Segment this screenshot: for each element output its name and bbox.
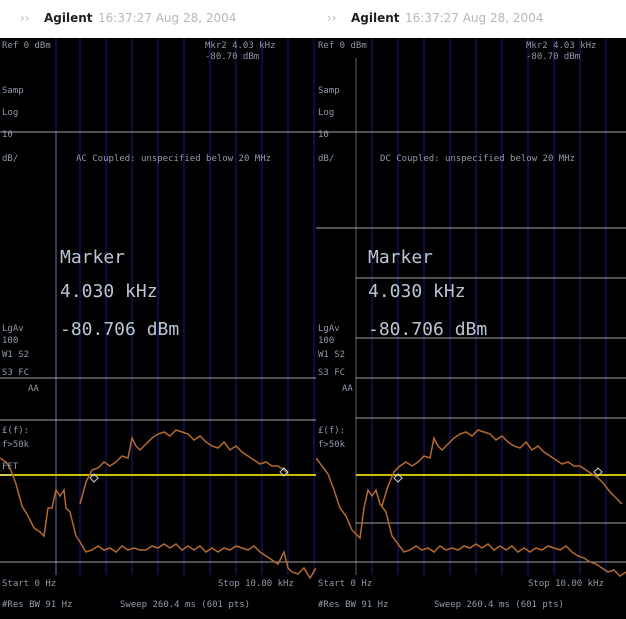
left-timestamp: 16:37:27 Aug 28, 2004 (98, 11, 236, 25)
right-side-lgav: LgAv (318, 324, 340, 334)
left-start-freq: Start 0 Hz (2, 579, 56, 589)
left-ref-level: Ref 0 dBm (2, 41, 51, 51)
right-side-f50k: f>50k (318, 440, 345, 450)
left-side-samp: Samp (2, 86, 24, 96)
left-marker-frequency: 4.030 kHz (60, 282, 158, 302)
right-side-10: 10 (318, 130, 329, 140)
left-mkr-freq: Mkr2 4.03 kHz (205, 41, 275, 51)
right-side-w1s2: W1 S2 (318, 350, 345, 360)
right-title-bar: ›› Agilent 16:37:27 Aug 28, 2004 (313, 0, 626, 38)
left-side-aa: AA (28, 384, 39, 394)
left-side-db: dB/ (2, 154, 18, 164)
left-coupling-note: AC Coupled: unspecified below 20 MHz (76, 154, 271, 164)
right-side-db: dB/ (318, 154, 334, 164)
right-side-100: 100 (318, 336, 334, 346)
left-side-10: 10 (2, 130, 13, 140)
left-brand-label: Agilent (44, 11, 93, 25)
left-side-100: 100 (2, 336, 18, 346)
left-marker-title: Marker (60, 248, 125, 268)
left-analyzer-screen: Ref 0 dBm Mkr2 4.03 kHz -80.70 dBm Samp … (0, 38, 316, 619)
left-side-log: Log (2, 108, 18, 118)
right-side-aa: AA (342, 384, 353, 394)
right-side-samp: Samp (318, 86, 340, 96)
left-side-lgav: LgAv (2, 324, 24, 334)
right-marker-amplitude: -80.706 dBm (368, 320, 487, 340)
right-side-log: Log (318, 108, 334, 118)
right-marker-title: Marker (368, 248, 433, 268)
left-arrow-icon: ›› (20, 11, 30, 25)
left-marker-amplitude: -80.706 dBm (60, 320, 179, 340)
right-coupling-note: DC Coupled: unspecified below 20 MHz (380, 154, 575, 164)
right-mkr-freq: Mkr2 4.03 kHz (526, 41, 596, 51)
right-arrow-icon: ›› (327, 11, 337, 25)
right-side-ff: £(f): (318, 426, 345, 436)
left-side-ff: £(f): (2, 426, 29, 436)
right-analyzer-screen: Ref 0 dBm Mkr2 4.03 kHz -80.70 dBm Samp … (316, 38, 626, 619)
left-res-bw: #Res BW 91 Hz (2, 600, 72, 610)
right-brand-label: Agilent (351, 11, 400, 25)
right-side-s3fc: S3 FC (318, 368, 345, 378)
right-stop-freq: Stop 10.00 kHz (528, 579, 604, 589)
right-mkr-ampl: -80.70 dBm (526, 52, 580, 62)
left-side-s3fc: S3 FC (2, 368, 29, 378)
right-marker-frequency: 4.030 kHz (368, 282, 466, 302)
left-side-w1s2: W1 S2 (2, 350, 29, 360)
left-title-bar: ›› Agilent 16:37:27 Aug 28, 2004 (0, 0, 313, 38)
left-sweep: Sweep 260.4 ms (601 pts) (120, 600, 250, 610)
left-side-fft: FFT (2, 462, 18, 472)
right-ref-level: Ref 0 dBm (318, 41, 367, 51)
left-side-f50k: f>50k (2, 440, 29, 450)
right-sweep: Sweep 260.4 ms (601 pts) (434, 600, 564, 610)
right-res-bw: #Res BW 91 Hz (318, 600, 388, 610)
right-start-freq: Start 0 Hz (318, 579, 372, 589)
left-mkr-ampl: -80.70 dBm (205, 52, 259, 62)
right-timestamp: 16:37:27 Aug 28, 2004 (405, 11, 543, 25)
left-stop-freq: Stop 10.00 kHz (218, 579, 294, 589)
